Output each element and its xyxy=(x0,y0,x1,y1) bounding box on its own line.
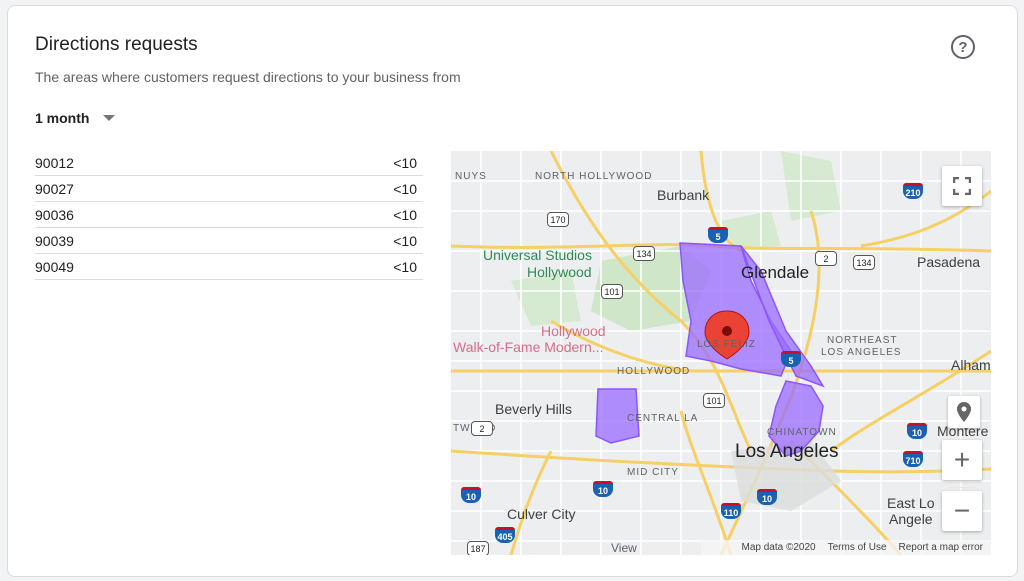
interstate-shield: 10 xyxy=(907,423,927,439)
interstate-shield: 5 xyxy=(708,227,728,243)
state-route-shield: 101 xyxy=(601,284,623,299)
map-label: View xyxy=(611,541,637,555)
map-label: NORTH HOLLYWOOD xyxy=(535,171,653,182)
map-attribution: Map data ©2020 Terms of Use Report a map… xyxy=(701,540,991,555)
map-label: NORTHEAST xyxy=(827,335,898,346)
location-pin-icon xyxy=(957,402,971,422)
map-label: LOS FELIZ xyxy=(697,339,757,350)
table-row: 90027 <10 xyxy=(35,176,423,202)
terms-of-use-link[interactable]: Terms of Use xyxy=(827,542,887,553)
directions-requests-card: Directions requests The areas where cust… xyxy=(7,5,1018,577)
interstate-shield: 10 xyxy=(757,489,777,505)
request-count: <10 xyxy=(393,232,417,249)
map-label: Beverly Hills xyxy=(495,401,573,417)
interstate-shield: 10 xyxy=(461,487,481,503)
state-route-shield: 2 xyxy=(471,421,493,436)
interstate-shield: 405 xyxy=(495,527,515,543)
request-count: <10 xyxy=(393,180,417,197)
interstate-shield: 5 xyxy=(781,351,801,367)
state-route-shield: 170 xyxy=(547,212,569,227)
fullscreen-button[interactable] xyxy=(942,166,982,206)
zip-code: 90012 xyxy=(35,154,74,171)
business-marker xyxy=(704,310,750,360)
map-label: NUYS xyxy=(455,171,487,182)
map-label: Los Angeles xyxy=(735,441,839,462)
map-label: Hollywood xyxy=(541,323,606,339)
help-icon[interactable]: ? xyxy=(951,35,975,59)
period-selected-value: 1 month xyxy=(35,110,90,126)
table-row: 90012 <10 xyxy=(35,150,423,176)
map-label: CENTRAL LA xyxy=(627,413,699,424)
card-title: Directions requests xyxy=(35,34,198,55)
map-label: LOS ANGELES xyxy=(821,347,902,358)
street-view-button[interactable] xyxy=(948,396,980,428)
card-subtitle: The areas where customers request direct… xyxy=(35,69,461,85)
map-label: CHINATOWN xyxy=(767,427,837,438)
report-map-error-link[interactable]: Report a map error xyxy=(898,542,983,553)
zip-code: 90049 xyxy=(35,258,74,275)
table-row: 90036 <10 xyxy=(35,202,423,228)
state-route-shield: 187 xyxy=(467,541,489,555)
directions-map[interactable]: NUYS NORTH HOLLYWOOD Burbank Glendale Pa… xyxy=(451,151,991,555)
map-base-layer xyxy=(451,151,991,555)
fullscreen-icon xyxy=(953,177,971,195)
request-count: <10 xyxy=(393,206,417,223)
table-row: 90049 <10 xyxy=(35,254,423,280)
zip-code: 90036 xyxy=(35,206,74,223)
period-dropdown[interactable]: 1 month xyxy=(35,110,116,126)
interstate-shield: 710 xyxy=(903,451,923,467)
map-label: MID CITY xyxy=(627,467,679,478)
map-label: Walk-of-Fame Modern... xyxy=(453,339,604,355)
request-count: <10 xyxy=(393,258,417,275)
map-label: Burbank xyxy=(657,187,710,203)
zip-code-table: 90012 <10 90027 <10 90036 <10 90039 <10 … xyxy=(35,150,423,280)
map-label: Culver City xyxy=(507,506,576,522)
zoom-in-button[interactable]: + xyxy=(942,440,982,480)
state-route-shield: 101 xyxy=(703,393,725,408)
state-route-shield: 134 xyxy=(853,255,875,270)
map-label: Angele xyxy=(889,511,933,527)
map-label: East Lo xyxy=(887,495,935,511)
interstate-shield: 10 xyxy=(593,481,613,497)
map-label: HOLLYWOOD xyxy=(617,366,691,377)
map-data-credit: Map data ©2020 xyxy=(741,542,816,553)
interstate-shield: 210 xyxy=(903,183,923,199)
caret-down-icon xyxy=(103,115,116,121)
zip-code: 90027 xyxy=(35,180,74,197)
map-label: Glendale xyxy=(741,263,810,282)
state-route-shield: 134 xyxy=(633,246,655,261)
interstate-shield: 110 xyxy=(721,503,741,519)
table-row: 90039 <10 xyxy=(35,228,423,254)
map-label: Hollywood xyxy=(527,264,592,280)
request-count: <10 xyxy=(393,154,417,171)
zoom-divider xyxy=(948,487,976,488)
map-label: Pasadena xyxy=(917,254,981,270)
zip-code: 90039 xyxy=(35,232,74,249)
state-route-shield: 2 xyxy=(815,251,837,266)
zoom-out-button[interactable]: − xyxy=(942,491,982,531)
map-label: Universal Studios xyxy=(483,247,592,263)
map-label: Alham xyxy=(951,357,991,373)
